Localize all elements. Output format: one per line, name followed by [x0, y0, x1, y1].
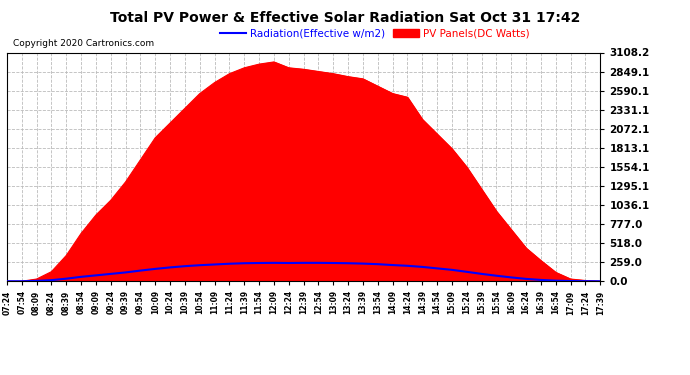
Text: Total PV Power & Effective Solar Radiation Sat Oct 31 17:42: Total PV Power & Effective Solar Radiati…	[110, 11, 580, 25]
Legend: Radiation(Effective w/m2), PV Panels(DC Watts): Radiation(Effective w/m2), PV Panels(DC …	[215, 24, 534, 43]
Text: Copyright 2020 Cartronics.com: Copyright 2020 Cartronics.com	[13, 39, 154, 48]
